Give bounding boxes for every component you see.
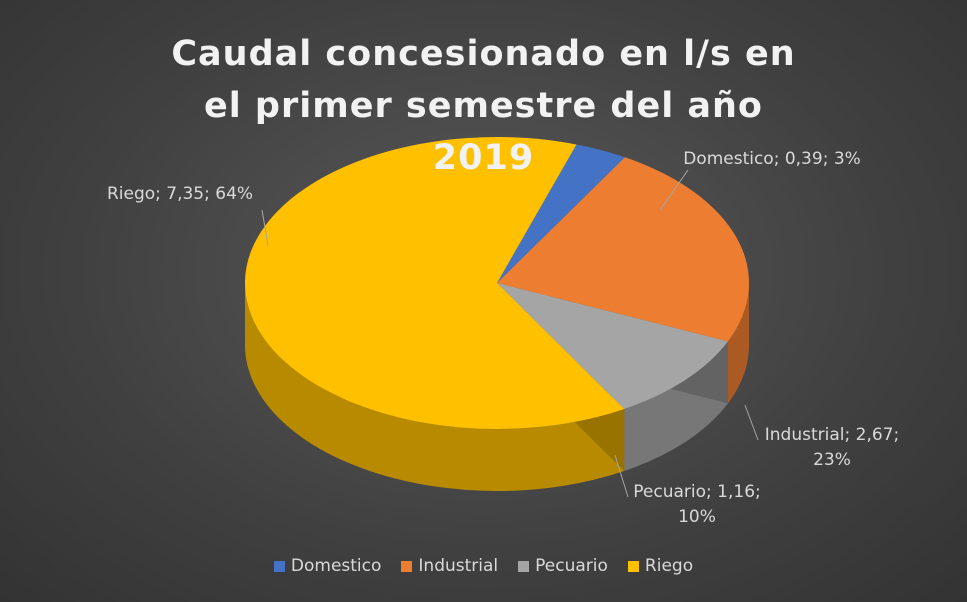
legend-item: Pecuario (518, 556, 608, 576)
leader-line (659, 169, 689, 211)
chart-title: Caudal concesionado en l/s en el primer … (171, 34, 796, 178)
legend: Domestico Industrial Pecuario Riego (0, 556, 967, 576)
legend-item: Riego (627, 556, 694, 576)
slice (244, 136, 625, 430)
slice (497, 283, 728, 410)
leader-line (614, 454, 629, 498)
data-label: Pecuario; 1,16; 10% (633, 482, 761, 527)
legend-swatch (518, 560, 530, 572)
data-label: Riego; 7,35; 64% (106, 184, 254, 204)
legend-label: Domestico (290, 556, 382, 576)
legend-label: Pecuario (535, 556, 608, 576)
legend-item: Industrial (401, 556, 498, 576)
legend-item: Domestico (273, 556, 382, 576)
legend-label: Riego (644, 556, 694, 576)
slice-side (245, 283, 625, 491)
leader-line (261, 209, 269, 246)
slice (497, 144, 625, 283)
slice-side (727, 283, 749, 404)
data-label: Domestico; 0,39; 3% (683, 149, 861, 169)
legend-label: Industrial (418, 556, 499, 576)
legend-swatch (273, 560, 285, 572)
slice (497, 157, 749, 342)
legend-swatch (627, 560, 639, 572)
legend-swatch (401, 560, 413, 572)
data-label: Industrial; 2,67; 23% (764, 425, 900, 470)
leader-line (744, 404, 759, 441)
